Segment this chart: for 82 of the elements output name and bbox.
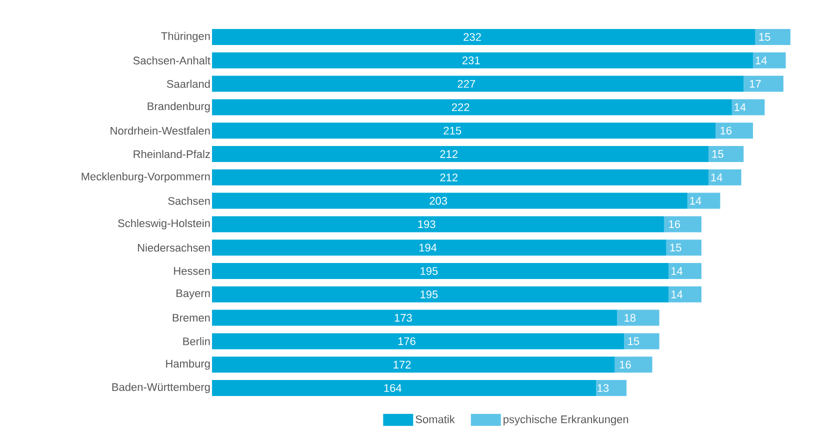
bar bbox=[664, 216, 702, 232]
bar bbox=[212, 356, 615, 373]
data-label: 231 bbox=[462, 56, 480, 64]
bar bbox=[614, 356, 652, 373]
data-label: 14 bbox=[711, 174, 722, 182]
data-label: 176 bbox=[398, 337, 416, 346]
data-label: 222 bbox=[452, 103, 470, 112]
bar bbox=[212, 380, 596, 396]
bar bbox=[624, 333, 660, 350]
y-tick-label: Schleswig-Holstein bbox=[118, 219, 210, 230]
data-label: 15 bbox=[628, 337, 640, 346]
y-tick-label: Niedersachsen bbox=[138, 244, 210, 252]
data-label: 215 bbox=[444, 126, 462, 135]
bar bbox=[716, 122, 753, 139]
bar bbox=[212, 263, 669, 280]
data-label: 212 bbox=[440, 150, 458, 158]
y-tick-label: Sachsen-Anhalt bbox=[133, 56, 210, 64]
data-label: 173 bbox=[394, 314, 412, 322]
data-label: 14 bbox=[671, 267, 683, 275]
data-label: 15 bbox=[670, 244, 682, 252]
bar bbox=[708, 146, 744, 162]
data-label: 193 bbox=[418, 220, 436, 228]
data-label: 203 bbox=[430, 196, 448, 205]
bar bbox=[212, 122, 716, 139]
data-label: 227 bbox=[458, 80, 476, 88]
legend-label: psychische Erkrankungen bbox=[504, 415, 628, 426]
bar bbox=[755, 29, 790, 46]
legend-label: Somatik bbox=[416, 415, 455, 424]
data-label: 14 bbox=[734, 103, 746, 111]
data-label: 194 bbox=[419, 244, 437, 252]
data-label: 18 bbox=[624, 314, 636, 322]
y-tick-label: Mecklenburg-Vorpommern bbox=[82, 172, 210, 183]
y-tick-label: Thüringen bbox=[161, 32, 210, 42]
y-tick-label: Berlin bbox=[183, 337, 210, 346]
bar bbox=[212, 192, 688, 209]
data-label: 195 bbox=[420, 267, 438, 275]
bar bbox=[212, 310, 618, 326]
data-label: 232 bbox=[464, 33, 481, 41]
y-tick-label: Nordrhein-Westfalen bbox=[110, 126, 210, 135]
y-tick-label: Brandenburg bbox=[148, 102, 210, 112]
bar bbox=[596, 380, 627, 396]
bar bbox=[687, 192, 720, 209]
data-label: 16 bbox=[620, 360, 631, 369]
data-label: 15 bbox=[712, 150, 724, 158]
bar bbox=[666, 240, 702, 256]
y-tick-label: Hessen bbox=[174, 267, 210, 275]
bar bbox=[212, 333, 624, 350]
y-tick-label: Saarland bbox=[166, 80, 210, 88]
y-tick-label: Sachsen bbox=[168, 196, 210, 205]
data-label: 14 bbox=[671, 290, 683, 298]
y-tick-label: Bremen bbox=[172, 314, 210, 322]
bar bbox=[668, 286, 702, 302]
bar bbox=[708, 169, 742, 186]
bar bbox=[212, 76, 744, 92]
data-label: 212 bbox=[440, 174, 458, 182]
data-label: 17 bbox=[750, 80, 761, 88]
bar bbox=[744, 76, 784, 92]
y-tick-label: Hamburg bbox=[166, 359, 210, 370]
bar bbox=[212, 240, 666, 256]
y-tick-label: Rheinland-Pfalz bbox=[134, 150, 210, 158]
bar bbox=[752, 52, 786, 68]
bar bbox=[212, 146, 708, 162]
bar bbox=[617, 310, 660, 326]
bar bbox=[212, 99, 732, 116]
data-label: 14 bbox=[756, 56, 767, 64]
data-label: 172 bbox=[394, 360, 411, 368]
y-tick-label: Bayern bbox=[176, 289, 210, 300]
bar bbox=[212, 286, 669, 302]
data-label: 13 bbox=[598, 384, 609, 392]
bar bbox=[212, 29, 756, 46]
bar bbox=[212, 52, 753, 68]
data-label: 164 bbox=[384, 384, 402, 392]
bar bbox=[212, 169, 708, 186]
bar bbox=[732, 99, 765, 116]
data-label: 15 bbox=[759, 33, 770, 41]
bar bbox=[212, 216, 664, 232]
data-label: 16 bbox=[720, 126, 732, 135]
data-label: 195 bbox=[420, 290, 438, 298]
data-label: 16 bbox=[669, 220, 680, 228]
y-tick-label: Baden-Württemberg bbox=[112, 382, 210, 394]
bar bbox=[668, 263, 702, 280]
data-label: 14 bbox=[690, 197, 702, 205]
